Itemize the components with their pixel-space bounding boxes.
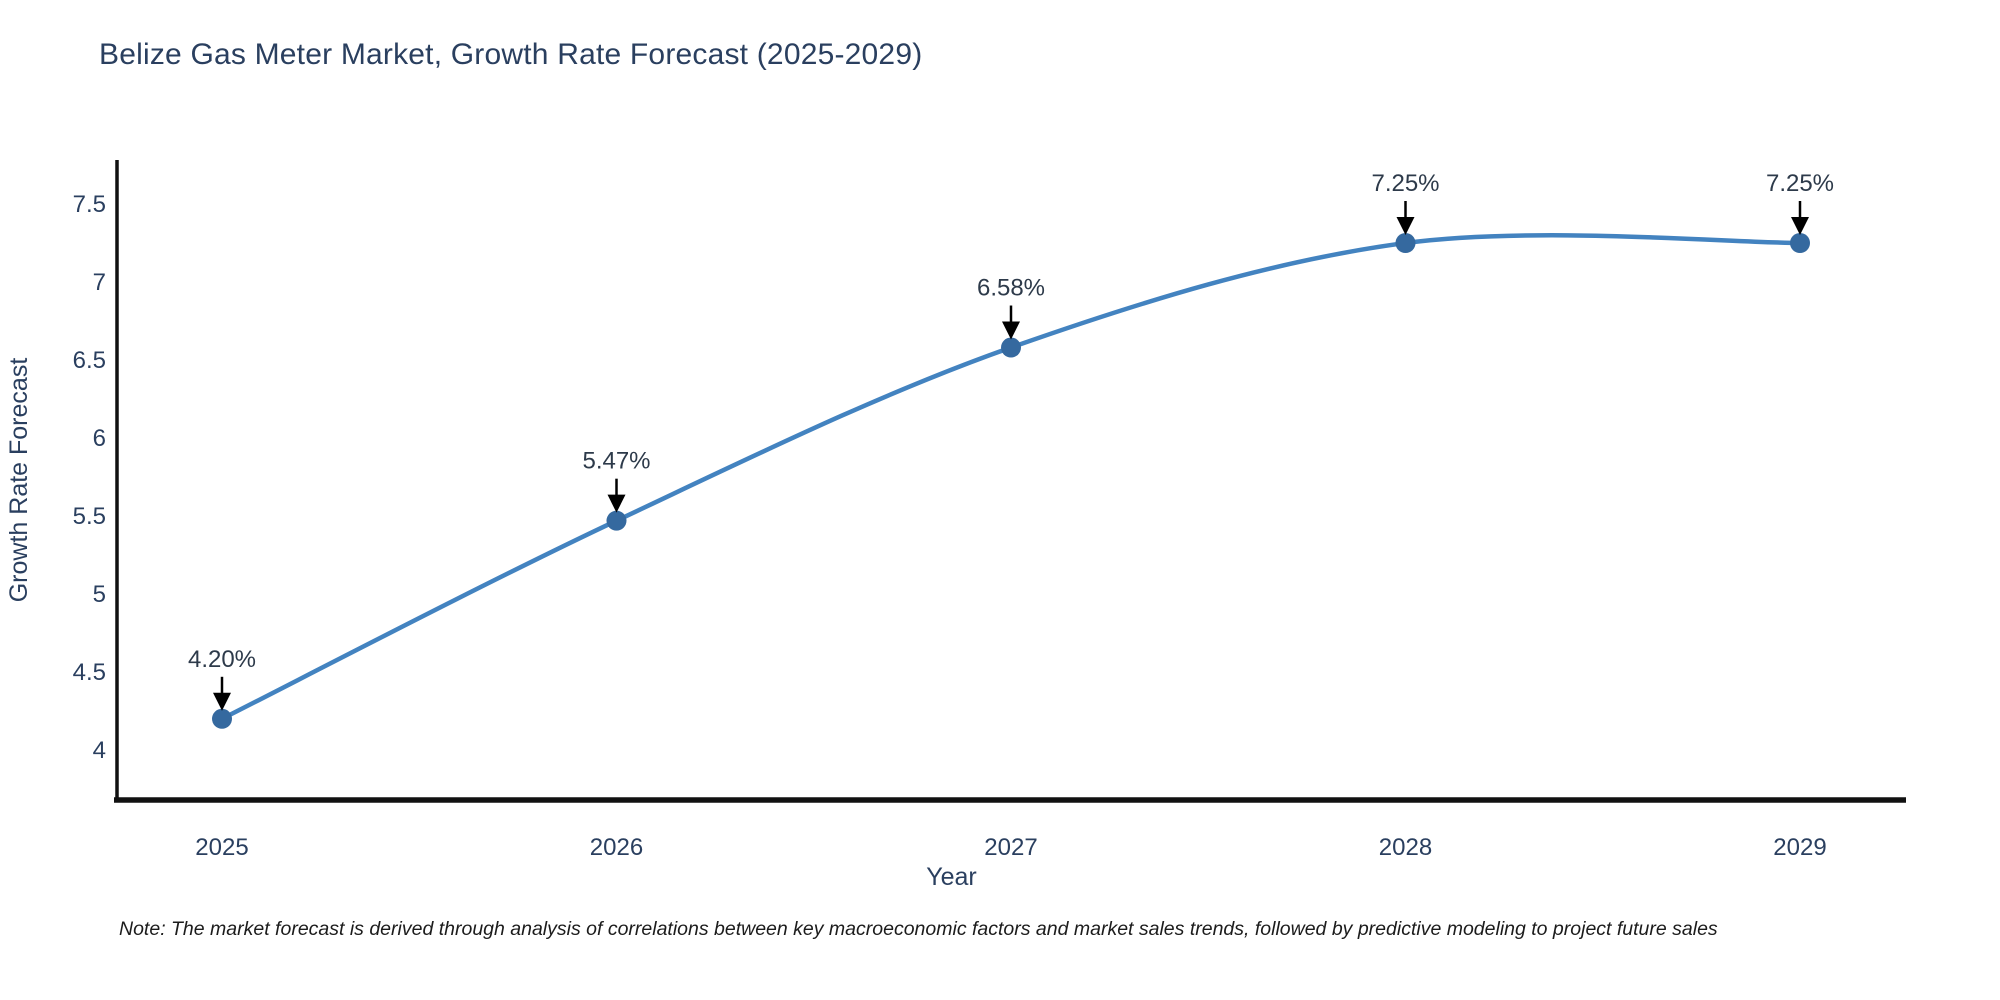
annotation-arrow-head xyxy=(213,692,231,711)
data-point-label: 7.25% xyxy=(1766,170,1834,197)
y-tick-label: 7 xyxy=(93,269,106,296)
x-axis-title: Year xyxy=(926,863,977,891)
x-tick-label: 2026 xyxy=(590,834,643,861)
data-point-label: 7.25% xyxy=(1371,170,1439,197)
y-tick-label: 5 xyxy=(93,581,106,608)
chart-title: Belize Gas Meter Market, Growth Rate For… xyxy=(99,38,923,71)
annotation-arrow-head xyxy=(607,494,626,513)
data-point-marker xyxy=(212,708,232,729)
data-point-marker xyxy=(606,510,627,531)
data-point-marker xyxy=(1001,337,1021,358)
data-point-label: 4.20% xyxy=(188,646,256,673)
y-tick-label: 6.5 xyxy=(73,347,106,374)
annotation-arrow-head xyxy=(1002,321,1020,340)
y-tick-label: 5.5 xyxy=(73,503,106,530)
y-tick-label: 4 xyxy=(93,737,106,764)
footnote-text: Note: The market forecast is derived thr… xyxy=(119,918,1718,940)
x-tick-label: 2029 xyxy=(1773,834,1826,861)
data-point-marker xyxy=(1395,233,1416,253)
data-point-label: 5.47% xyxy=(582,448,650,475)
data-point-marker xyxy=(1790,233,1810,253)
annotation-arrow-head xyxy=(1396,217,1415,235)
y-tick-label: 6 xyxy=(93,425,106,452)
y-tick-label: 7.5 xyxy=(73,191,106,218)
y-axis-title: Growth Rate Forecast xyxy=(5,358,33,603)
x-tick-label: 2025 xyxy=(195,834,248,861)
x-tick-label: 2028 xyxy=(1379,834,1432,861)
annotation-arrow-head xyxy=(1791,217,1809,235)
y-tick-label: 4.5 xyxy=(73,659,106,686)
data-point-label: 6.58% xyxy=(977,275,1045,302)
x-tick-label: 2027 xyxy=(984,834,1037,861)
